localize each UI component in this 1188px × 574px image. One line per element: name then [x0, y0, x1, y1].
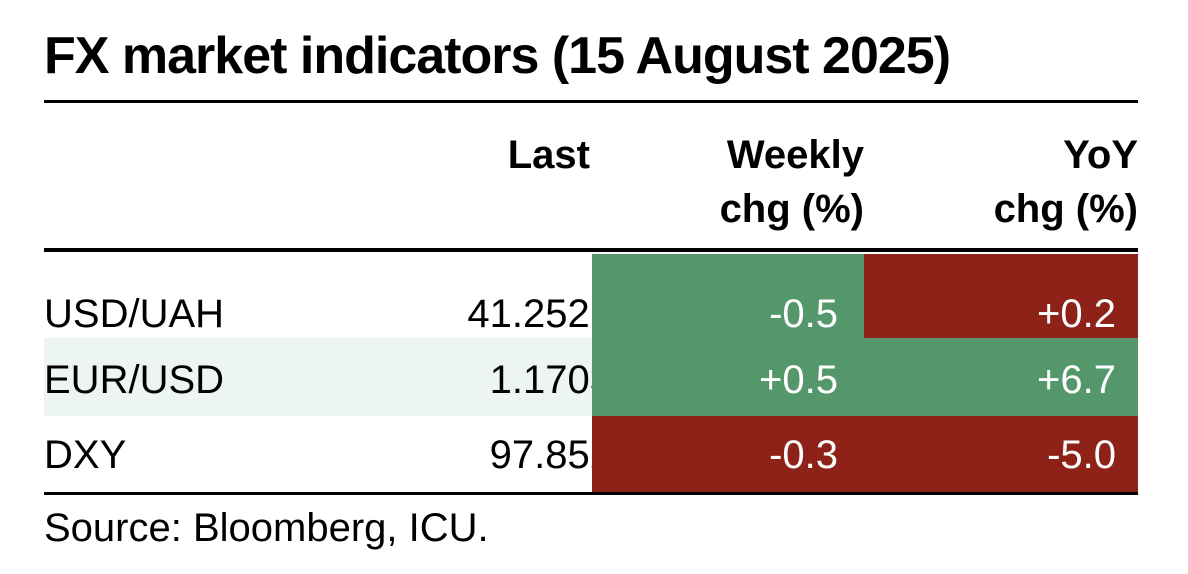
table-title: FX market indicators (15 August 2025) — [44, 27, 951, 85]
table-row-eur-usd: EUR/USD 1.1703 +0.5 +6.7 — [44, 338, 1138, 416]
top-rule — [44, 100, 1138, 103]
source-note: Source: Bloomberg, ICU. — [44, 506, 489, 550]
row-weekly-change: -0.3 — [592, 416, 864, 492]
row-yoy-change: -5.0 — [864, 416, 1138, 492]
header-yoy-line2: chg (%) — [993, 187, 1138, 231]
header-weekly-line1: Weekly — [726, 133, 864, 177]
table-row-dxy: DXY 97.852 -0.3 -5.0 — [44, 416, 1138, 492]
row-weekly-change: +0.5 — [592, 338, 864, 416]
header-yoy-line1: YoY — [1063, 133, 1138, 177]
row-last-value: 1.1703 — [489, 357, 612, 402]
row-yoy-change: +6.7 — [864, 338, 1138, 416]
row-last-value: 41.2521 — [467, 291, 612, 336]
header-rule — [44, 248, 1138, 252]
row-name: USD/UAH — [44, 291, 225, 336]
table-row-usd-uah: USD/UAH 41.2521 -0.5 +0.2 — [44, 254, 1138, 338]
header-weekly: Weekly chg (%) — [640, 128, 864, 236]
header-weekly-line2: chg (%) — [719, 187, 864, 231]
header-last-label: Last — [507, 133, 590, 177]
header-last: Last — [400, 128, 590, 182]
row-name: EUR/USD — [44, 357, 225, 402]
bottom-rule — [44, 492, 1138, 495]
row-name: DXY — [44, 432, 127, 477]
row-last-value: 97.852 — [489, 432, 612, 477]
row-weekly-change: -0.5 — [592, 254, 864, 338]
row-yoy-change: +0.2 — [864, 254, 1138, 338]
header-yoy: YoY chg (%) — [900, 128, 1138, 236]
